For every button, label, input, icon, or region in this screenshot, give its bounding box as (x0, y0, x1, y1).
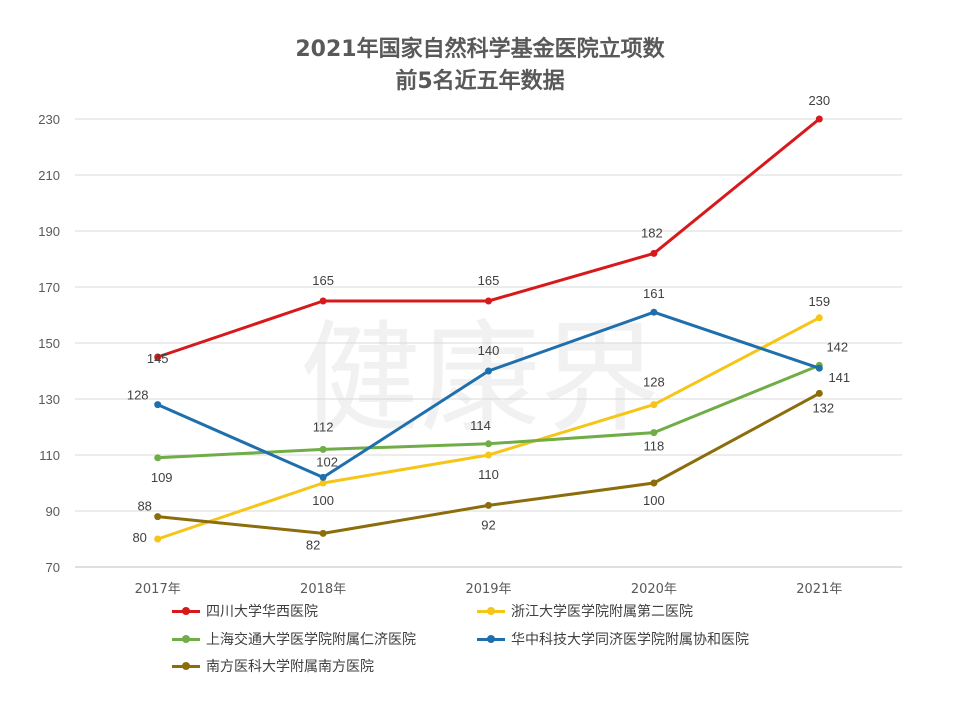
data-point (815, 364, 823, 372)
series-1: 145 165 165 182 230 (147, 93, 830, 366)
series-4: 128 102 140 161 141 (127, 286, 850, 481)
data-label: 128 (127, 388, 149, 403)
data-label: 142 (826, 339, 848, 354)
data-point (319, 473, 327, 481)
data-point (154, 513, 162, 521)
data-point (650, 308, 658, 316)
y-tick-label: 150 (38, 336, 60, 351)
legend-swatch (477, 605, 505, 617)
data-point (815, 314, 823, 322)
data-label: 80 (132, 530, 146, 545)
data-point (319, 297, 327, 305)
x-tick-label: 2019年 (465, 582, 511, 597)
data-label: 102 (316, 454, 338, 469)
data-label: 109 (151, 470, 173, 485)
data-label: 110 (478, 467, 499, 482)
data-label: 118 (644, 439, 665, 454)
data-label: 88 (137, 499, 151, 514)
data-label: 114 (470, 418, 491, 433)
series-2: 80 100 110 128 159 (132, 294, 830, 545)
data-point (154, 401, 162, 409)
y-tick-label: 170 (38, 280, 60, 295)
data-label: 132 (812, 400, 834, 415)
data-point (154, 353, 162, 361)
chart-title: 2021年国家自然科学基金医院立项数 前5名近五年数据 (0, 34, 960, 98)
legend-swatch (172, 660, 200, 672)
data-label: 128 (643, 375, 665, 390)
data-label: 161 (643, 286, 665, 301)
legend-label: 南方医科大学附属南方医院 (206, 659, 374, 675)
data-label: 140 (478, 343, 500, 358)
data-point (485, 440, 492, 448)
legend-item: 浙江大学医学院附属第二医院 (477, 601, 693, 621)
x-tick-label: 2020年 (631, 582, 677, 597)
y-tick-label: 70 (46, 560, 60, 575)
chart-title-line-2: 前5名近五年数据 (395, 69, 565, 94)
x-tick-label: 2018年 (300, 582, 346, 597)
watermark: 健康界 (300, 310, 660, 449)
legend-label: 四川大学华西医院 (206, 604, 318, 620)
x-tick-label: 2021年 (796, 582, 842, 597)
data-label: 165 (478, 273, 500, 288)
data-label: 141 (828, 370, 850, 385)
data-point (815, 115, 823, 123)
legend-item: 华中科技大学同济医学院附属协和医院 (477, 629, 749, 649)
data-point (485, 451, 492, 459)
data-point (650, 479, 658, 487)
data-point (319, 445, 327, 453)
legend-label: 华中科技大学同济医学院附属协和医院 (511, 632, 749, 648)
y-tick-label: 130 (38, 392, 60, 407)
data-point (485, 297, 492, 305)
legend-item: 南方医科大学附属南方医院 (172, 656, 374, 676)
data-point (815, 389, 823, 397)
legend-swatch (172, 633, 200, 645)
y-tick-label: 190 (38, 224, 60, 239)
legend-item: 四川大学华西医院 (172, 601, 318, 621)
y-tick-label: 110 (39, 448, 60, 463)
data-point (650, 429, 658, 437)
series-5: 88 82 92 100 132 (137, 389, 834, 552)
y-tick-label: 210 (38, 168, 60, 183)
x-tick-label: 2017年 (135, 582, 181, 597)
data-label: 159 (808, 294, 830, 309)
data-label: 82 (306, 537, 320, 552)
data-label: 100 (312, 493, 334, 508)
data-point (650, 249, 658, 257)
data-point (154, 535, 162, 543)
legend-swatch (172, 605, 200, 617)
legend-swatch (477, 633, 505, 645)
data-label: 92 (481, 517, 495, 532)
data-label: 230 (808, 93, 830, 108)
data-point (319, 529, 327, 537)
data-label: 145 (147, 351, 169, 366)
legend-label: 浙江大学医学院附属第二医院 (511, 604, 693, 620)
data-label: 182 (641, 225, 663, 240)
data-label: 112 (313, 419, 334, 434)
legend-label: 上海交通大学医学院附属仁济医院 (206, 632, 416, 648)
data-label: 165 (312, 273, 334, 288)
y-tick-label: 230 (38, 112, 60, 127)
data-point (154, 454, 162, 462)
data-label: 100 (643, 493, 665, 508)
chart-title-line-1: 2021年国家自然科学基金医院立项数 (295, 37, 665, 62)
y-tick-label: 90 (46, 504, 60, 519)
legend-item: 上海交通大学医学院附属仁济医院 (172, 629, 416, 649)
data-point (485, 501, 492, 509)
data-point (485, 367, 492, 375)
data-point (319, 479, 327, 487)
data-point (650, 401, 658, 409)
